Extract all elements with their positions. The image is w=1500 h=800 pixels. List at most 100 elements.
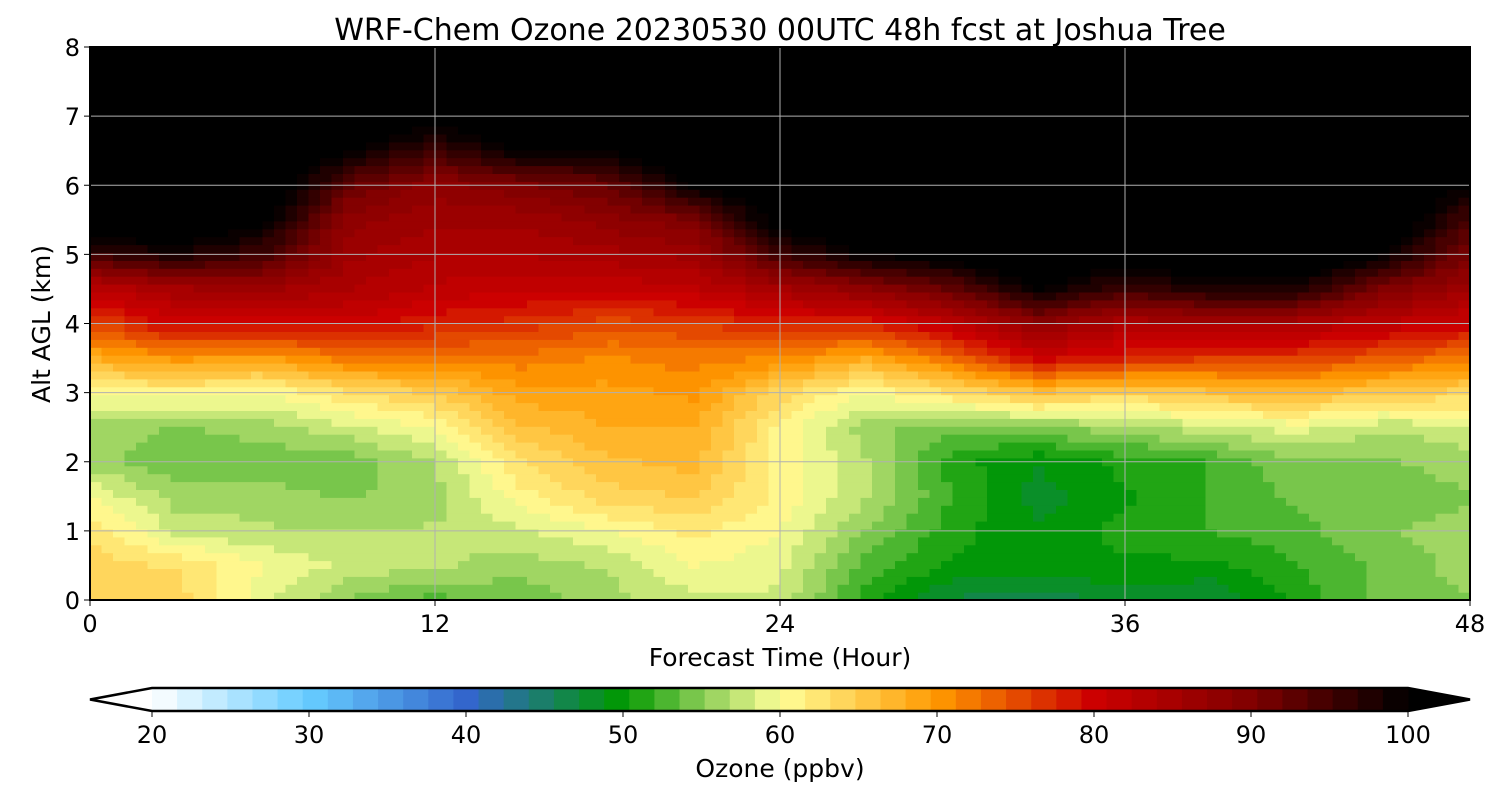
contour-cell [170, 505, 183, 514]
contour-cell [757, 513, 770, 522]
contour-cell [343, 426, 356, 435]
contour-cell [469, 47, 482, 56]
contour-cell [561, 521, 574, 530]
contour-cell [653, 70, 666, 80]
contour-cell [435, 86, 448, 95]
contour-cell [584, 481, 597, 490]
contour-cell [791, 568, 804, 577]
contour-cell [136, 165, 149, 174]
contour-cell [561, 323, 574, 332]
contour-cell [262, 205, 275, 214]
contour-cell [182, 363, 195, 372]
contour-cell [147, 481, 160, 490]
contour-cell [584, 307, 597, 317]
contour-cell [389, 434, 402, 443]
contour-cell [400, 339, 413, 348]
contour-cell [481, 497, 494, 506]
contour-cell [216, 339, 229, 348]
contour-cell [780, 552, 793, 562]
contour-cell [607, 165, 620, 174]
contour-cell [688, 473, 701, 483]
contour-cell [412, 528, 425, 538]
contour-cell [607, 331, 620, 340]
contour-cell [826, 220, 839, 230]
contour-cell [481, 394, 494, 404]
contour-cell [883, 568, 896, 577]
contour-cell [837, 47, 850, 56]
contour-cell [504, 363, 517, 372]
contour-cell [377, 418, 390, 427]
contour-cell [308, 102, 321, 111]
contour-cell [354, 126, 367, 135]
contour-cell [561, 568, 574, 577]
contour-cell [573, 426, 586, 435]
contour-cell [124, 331, 137, 340]
contour-cell [607, 62, 620, 72]
contour-cell [676, 560, 689, 569]
contour-cell [722, 197, 735, 206]
contour-cell [239, 220, 252, 230]
contour-cell [722, 307, 735, 317]
contour-cell [550, 355, 563, 364]
contour-cell [699, 568, 712, 577]
contour-cell [722, 402, 735, 411]
contour-cell [262, 386, 275, 396]
contour-cell [906, 378, 919, 388]
contour-cell [699, 449, 712, 459]
contour-cell [860, 205, 873, 214]
contour-cell [320, 394, 333, 404]
contour-cell [665, 386, 678, 396]
contour-cell [550, 481, 563, 490]
contour-cell [619, 536, 632, 546]
contour-cell [860, 47, 873, 56]
contour-cell [561, 497, 574, 506]
contour-cell [711, 378, 724, 388]
contour-cell [446, 584, 459, 593]
contour-cell [814, 236, 827, 246]
contour-cell [849, 118, 862, 127]
contour-cell [722, 473, 735, 483]
contour-cell [676, 268, 689, 277]
contour-cell [239, 260, 252, 269]
contour-cell [688, 355, 701, 364]
contour-cell [596, 299, 609, 309]
contour-cell [377, 402, 390, 411]
contour-cell [768, 149, 781, 159]
contour-cell [147, 47, 160, 56]
contour-cell [182, 197, 195, 206]
contour-cell [745, 228, 758, 238]
contour-cell [826, 370, 839, 380]
contour-cell [113, 78, 126, 88]
contour-cell [653, 236, 666, 246]
contour-cell [504, 449, 517, 459]
contour-cell [711, 157, 724, 167]
contour-cell [285, 521, 298, 530]
contour-cell [527, 568, 540, 577]
contour-cell [630, 252, 643, 261]
contour-cell [308, 78, 321, 88]
contour-cell [308, 228, 321, 238]
contour-cell [343, 299, 356, 309]
contour-cell [308, 268, 321, 277]
contour-cell [711, 252, 724, 261]
contour-cell [826, 236, 839, 246]
contour-cell [803, 165, 816, 174]
contour-cell [837, 260, 850, 269]
contour-cell [561, 299, 574, 309]
contour-cell [239, 331, 252, 340]
contour-cell [550, 244, 563, 253]
contour-cell [860, 94, 873, 103]
contour-cell [412, 370, 425, 380]
contour-cell [297, 268, 310, 277]
contour-cell [469, 62, 482, 72]
contour-cell [538, 126, 551, 135]
contour-cell [446, 465, 459, 475]
contour-cell [216, 268, 229, 277]
contour-cell [239, 592, 252, 601]
contour-cell [550, 323, 563, 332]
contour-cell [803, 386, 816, 396]
contour-cell [262, 307, 275, 317]
contour-cell [803, 205, 816, 214]
contour-cell [757, 47, 770, 56]
contour-cell [331, 497, 344, 506]
